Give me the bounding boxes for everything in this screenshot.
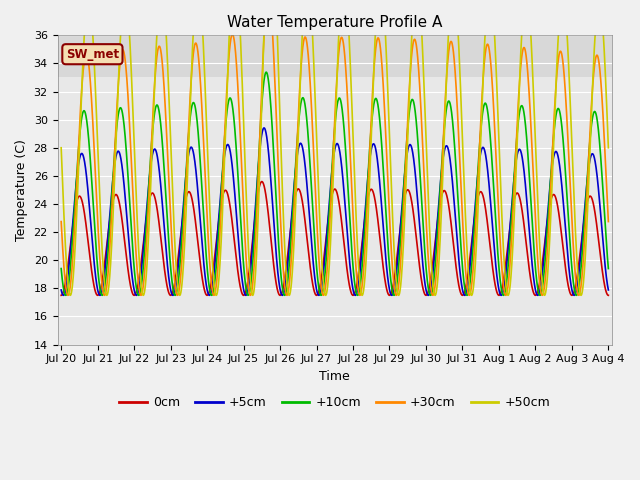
0cm <box>58 292 65 298</box>
+30cm <box>388 263 396 269</box>
+5cm <box>60 292 67 298</box>
+50cm <box>605 145 612 151</box>
0cm <box>175 252 182 258</box>
0cm <box>604 292 612 298</box>
Text: SW_met: SW_met <box>66 48 119 60</box>
0cm <box>553 198 561 204</box>
+50cm <box>604 141 612 147</box>
X-axis label: Time: Time <box>319 370 350 383</box>
+30cm <box>64 292 72 298</box>
+10cm <box>388 288 396 294</box>
+10cm <box>175 276 182 282</box>
+5cm <box>604 287 612 292</box>
+30cm <box>605 219 612 225</box>
+50cm <box>58 145 65 151</box>
+50cm <box>175 289 182 295</box>
+30cm <box>58 219 65 225</box>
Title: Water Temperature Profile A: Water Temperature Profile A <box>227 15 442 30</box>
+50cm <box>398 268 406 274</box>
0cm <box>210 260 218 265</box>
+5cm <box>398 204 406 210</box>
Y-axis label: Temperature (C): Temperature (C) <box>15 139 28 241</box>
+10cm <box>58 266 65 272</box>
0cm <box>605 292 612 298</box>
+10cm <box>553 108 561 114</box>
Line: 0cm: 0cm <box>61 181 609 295</box>
Line: +50cm: +50cm <box>61 0 609 295</box>
+10cm <box>262 69 270 75</box>
+5cm <box>605 287 612 293</box>
+10cm <box>62 292 70 298</box>
+10cm <box>604 264 612 270</box>
Line: +10cm: +10cm <box>61 72 609 295</box>
+50cm <box>67 292 74 298</box>
+10cm <box>398 216 406 221</box>
+30cm <box>553 73 561 79</box>
0cm <box>398 213 406 218</box>
0cm <box>258 179 266 184</box>
+5cm <box>260 125 268 131</box>
+30cm <box>211 292 218 298</box>
+50cm <box>553 66 561 72</box>
+30cm <box>398 238 406 244</box>
+5cm <box>211 269 218 275</box>
+5cm <box>58 287 65 293</box>
+5cm <box>175 260 182 266</box>
+10cm <box>605 266 612 272</box>
+30cm <box>175 290 182 296</box>
+50cm <box>211 282 218 288</box>
+50cm <box>388 208 396 214</box>
Line: +30cm: +30cm <box>61 0 609 295</box>
+30cm <box>604 216 612 222</box>
0cm <box>388 287 396 293</box>
+5cm <box>553 149 561 155</box>
+10cm <box>211 284 218 289</box>
Bar <box>58 7 612 77</box>
Legend: 0cm, +5cm, +10cm, +30cm, +50cm: 0cm, +5cm, +10cm, +30cm, +50cm <box>115 391 555 414</box>
+5cm <box>388 292 396 298</box>
Line: +5cm: +5cm <box>61 128 609 295</box>
